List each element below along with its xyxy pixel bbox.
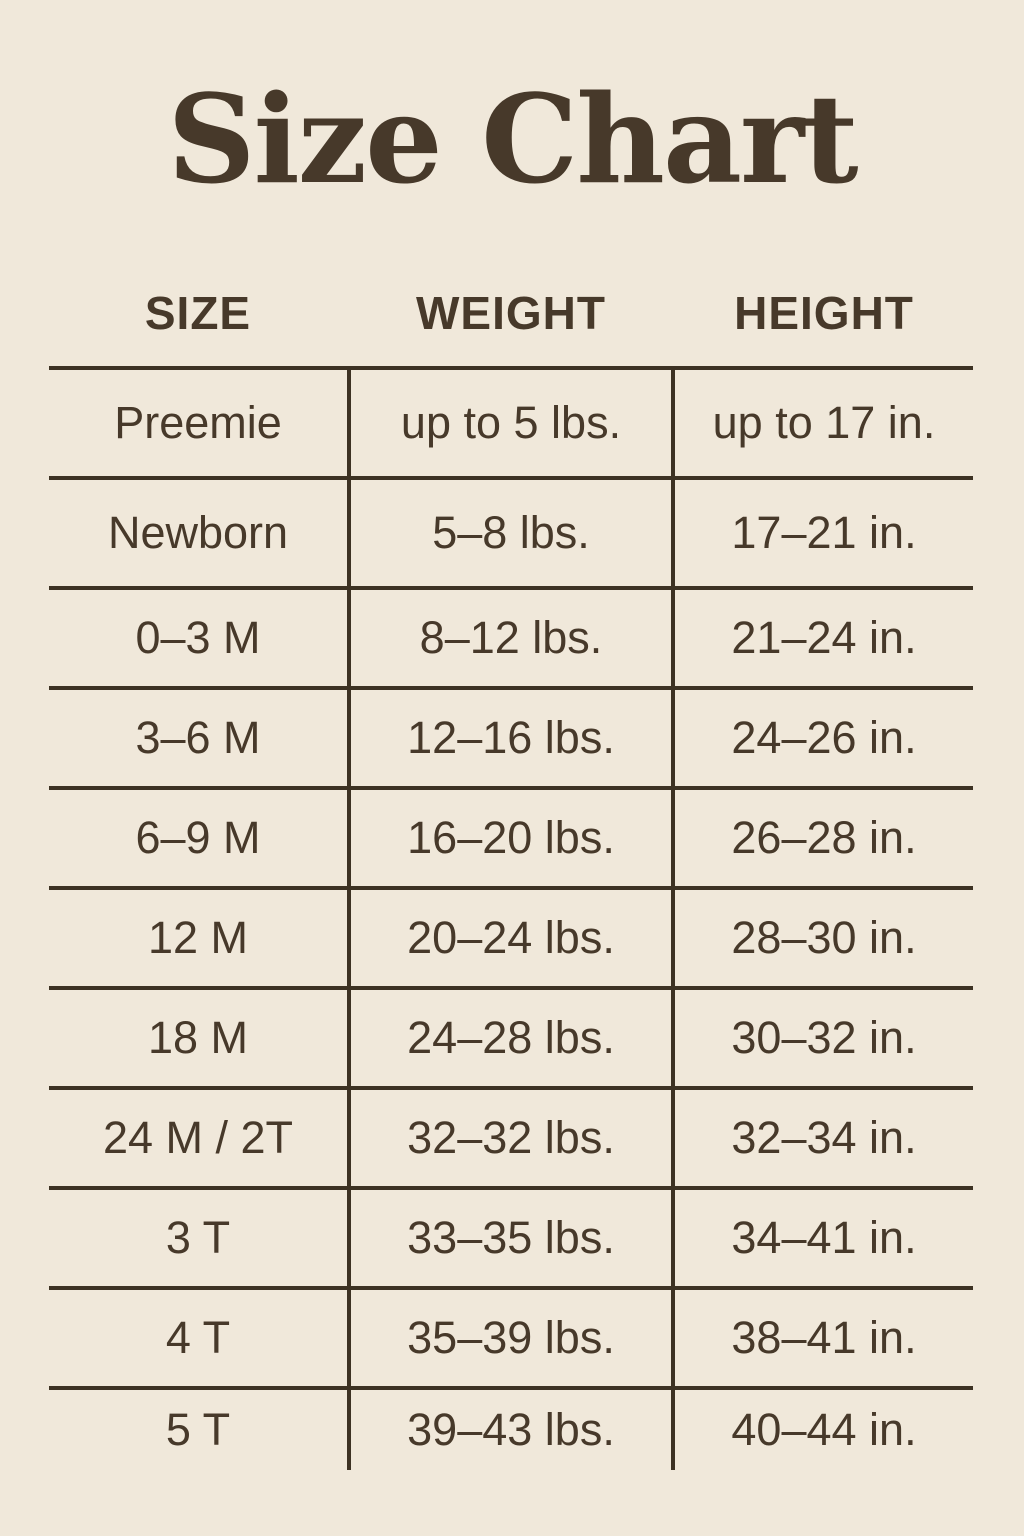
cell-size: Preemie [114,397,282,448]
cell-weight: 32–32 lbs. [347,1090,675,1186]
column-header-weight: WEIGHT [416,287,606,339]
table-row: 3–6 M 12–16 lbs. 24–26 in. [49,686,973,786]
cell-size: 0–3 M [135,612,261,663]
cell-height: 24–26 in. [731,712,917,763]
cell-height: 28–30 in. [731,912,917,963]
cell-size: 3–6 M [135,712,261,763]
cell-size: Newborn [107,507,289,558]
table-row: Preemie up to 5 lbs. up to 17 in. [49,366,973,476]
cell-weight: 33–35 lbs. [347,1190,675,1286]
cell-weight: up to 5 lbs. [347,370,675,476]
cell-height: 38–41 in. [731,1312,917,1363]
cell-size: 5 T [165,1404,231,1455]
cell-weight: 16–20 lbs. [347,790,675,886]
cell-weight: 35–39 lbs. [347,1290,675,1386]
column-header-size: SIZE [144,287,252,339]
table-row: 5 T 39–43 lbs. 40–44 in. [49,1386,973,1470]
cell-height: 21–24 in. [731,612,917,663]
cell-height: 34–41 in. [731,1212,917,1263]
cell-height: 32–34 in. [731,1112,917,1163]
cell-weight: 5–8 lbs. [347,480,675,586]
cell-size: 6–9 M [135,812,261,863]
cell-height: up to 17 in. [712,397,936,448]
table-row: Newborn 5–8 lbs. 17–21 in. [49,476,973,586]
cell-weight: 20–24 lbs. [347,890,675,986]
cell-size: 4 T [165,1312,231,1363]
page-title: Size Chart [167,67,858,211]
cell-size: 18 M [147,1012,249,1063]
cell-weight: 8–12 lbs. [347,590,675,686]
cell-height: 30–32 in. [731,1012,917,1063]
cell-height: 40–44 in. [731,1404,917,1455]
table-row: 4 T 35–39 lbs. 38–41 in. [49,1286,973,1386]
table-row: 18 M 24–28 lbs. 30–32 in. [49,986,973,1086]
cell-weight: 12–16 lbs. [347,690,675,786]
table-row: 3 T 33–35 lbs. 34–41 in. [49,1186,973,1286]
cell-height: 26–28 in. [731,812,917,863]
cell-weight: 39–43 lbs. [347,1390,675,1470]
table-row: 24 M / 2T 32–32 lbs. 32–34 in. [49,1086,973,1186]
cell-height: 17–21 in. [731,507,917,558]
table-row: 6–9 M 16–20 lbs. 26–28 in. [49,786,973,886]
cell-size: 12 M [147,912,249,963]
column-header-height: HEIGHT [734,287,914,339]
cell-weight: 24–28 lbs. [347,990,675,1086]
size-chart-table: Preemie up to 5 lbs. up to 17 in. Newbor… [49,366,973,1470]
table-row: 0–3 M 8–12 lbs. 21–24 in. [49,586,973,686]
table-header-row: SIZE WEIGHT HEIGHT [49,281,973,345]
table-row: 12 M 20–24 lbs. 28–30 in. [49,886,973,986]
cell-size: 3 T [165,1212,231,1263]
cell-size: 24 M / 2T [102,1112,294,1163]
